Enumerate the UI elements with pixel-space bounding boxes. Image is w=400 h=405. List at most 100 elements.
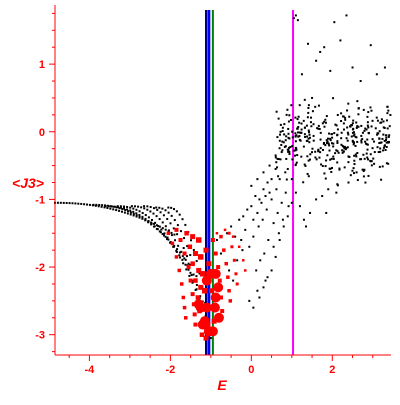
data-point: [351, 131, 354, 134]
data-point: [325, 211, 328, 214]
data-point: [166, 236, 169, 239]
data-point: [278, 239, 281, 241]
data-point: [298, 104, 301, 107]
data-point: [189, 263, 192, 266]
data-point: [355, 136, 358, 139]
data-point: [278, 139, 281, 142]
data-point: [376, 132, 379, 135]
data-point: [387, 162, 390, 165]
data-point: [385, 136, 388, 139]
data-point: [133, 205, 136, 208]
data-point: [259, 259, 262, 262]
data-point: [304, 225, 307, 228]
data-point: [175, 249, 178, 252]
data-point: [366, 124, 369, 127]
data-point: [175, 210, 178, 213]
data-point: [303, 98, 306, 101]
data-point: [281, 149, 284, 152]
data-point: [184, 263, 187, 266]
data-point: [187, 262, 190, 265]
data-point: [321, 195, 324, 198]
data-point: [258, 198, 261, 201]
data-point: [369, 44, 372, 47]
data-point-red: [193, 322, 198, 327]
data-point: [328, 149, 331, 152]
data-point: [138, 210, 141, 213]
data-point: [195, 288, 198, 291]
data-point: [340, 131, 343, 134]
data-point: [334, 123, 337, 126]
data-point: [246, 208, 249, 211]
data-point: [366, 121, 369, 124]
data-point-red-large: [213, 282, 224, 293]
data-point: [338, 168, 341, 171]
data-point-red: [228, 299, 233, 303]
data-point: [298, 138, 301, 141]
data-point: [360, 141, 363, 144]
data-point: [351, 66, 354, 69]
data-point: [323, 120, 326, 123]
data-point: [285, 113, 288, 116]
data-point: [387, 135, 390, 138]
data-point: [263, 252, 266, 255]
data-point: [146, 208, 149, 211]
data-point: [355, 171, 358, 174]
data-point: [328, 144, 331, 147]
data-point: [294, 164, 297, 167]
data-point: [274, 255, 277, 258]
data-point: [352, 172, 355, 175]
data-point: [306, 155, 309, 158]
data-point: [364, 127, 367, 130]
data-point: [290, 201, 293, 204]
data-point: [282, 225, 285, 228]
data-point: [169, 222, 172, 225]
data-point: [272, 222, 275, 225]
data-point: [170, 206, 173, 209]
data-point: [260, 201, 263, 204]
data-point: [267, 239, 270, 241]
data-point: [376, 119, 379, 122]
data-point: [353, 131, 356, 134]
data-point: [262, 188, 265, 191]
data-point: [287, 127, 290, 130]
data-point: [140, 206, 143, 209]
data-point: [324, 121, 327, 124]
data-point: [317, 127, 320, 130]
data-point: [366, 138, 369, 141]
data-point: [250, 184, 253, 187]
data-point: [194, 288, 197, 291]
data-point: [143, 207, 146, 210]
data-point: [141, 217, 144, 220]
data-point: [92, 203, 95, 206]
data-point: [309, 121, 312, 124]
data-point: [345, 137, 348, 140]
data-point: [387, 141, 390, 144]
data-point: [346, 131, 349, 134]
data-point: [379, 147, 382, 150]
data-point: [355, 126, 358, 129]
data-point: [101, 204, 104, 207]
data-point: [115, 209, 118, 212]
data-point: [156, 228, 159, 231]
data-point-red: [220, 309, 225, 314]
data-point: [312, 134, 315, 137]
data-point-red: [226, 275, 230, 279]
data-point: [302, 119, 305, 122]
data-point-red: [174, 227, 179, 232]
data-point: [336, 134, 339, 137]
data-point: [324, 144, 327, 147]
data-point: [288, 137, 291, 140]
data-point: [122, 205, 125, 208]
data-point: [167, 229, 170, 232]
data-point: [116, 205, 119, 208]
data-point: [373, 162, 376, 165]
data-point: [181, 218, 184, 221]
y-tick-label: -3: [35, 330, 45, 342]
data-point: [357, 107, 360, 110]
data-point: [319, 50, 322, 53]
data-point: [162, 234, 165, 237]
data-point: [219, 252, 222, 255]
data-point: [118, 207, 121, 210]
data-point: [151, 218, 154, 221]
data-point: [153, 225, 156, 228]
